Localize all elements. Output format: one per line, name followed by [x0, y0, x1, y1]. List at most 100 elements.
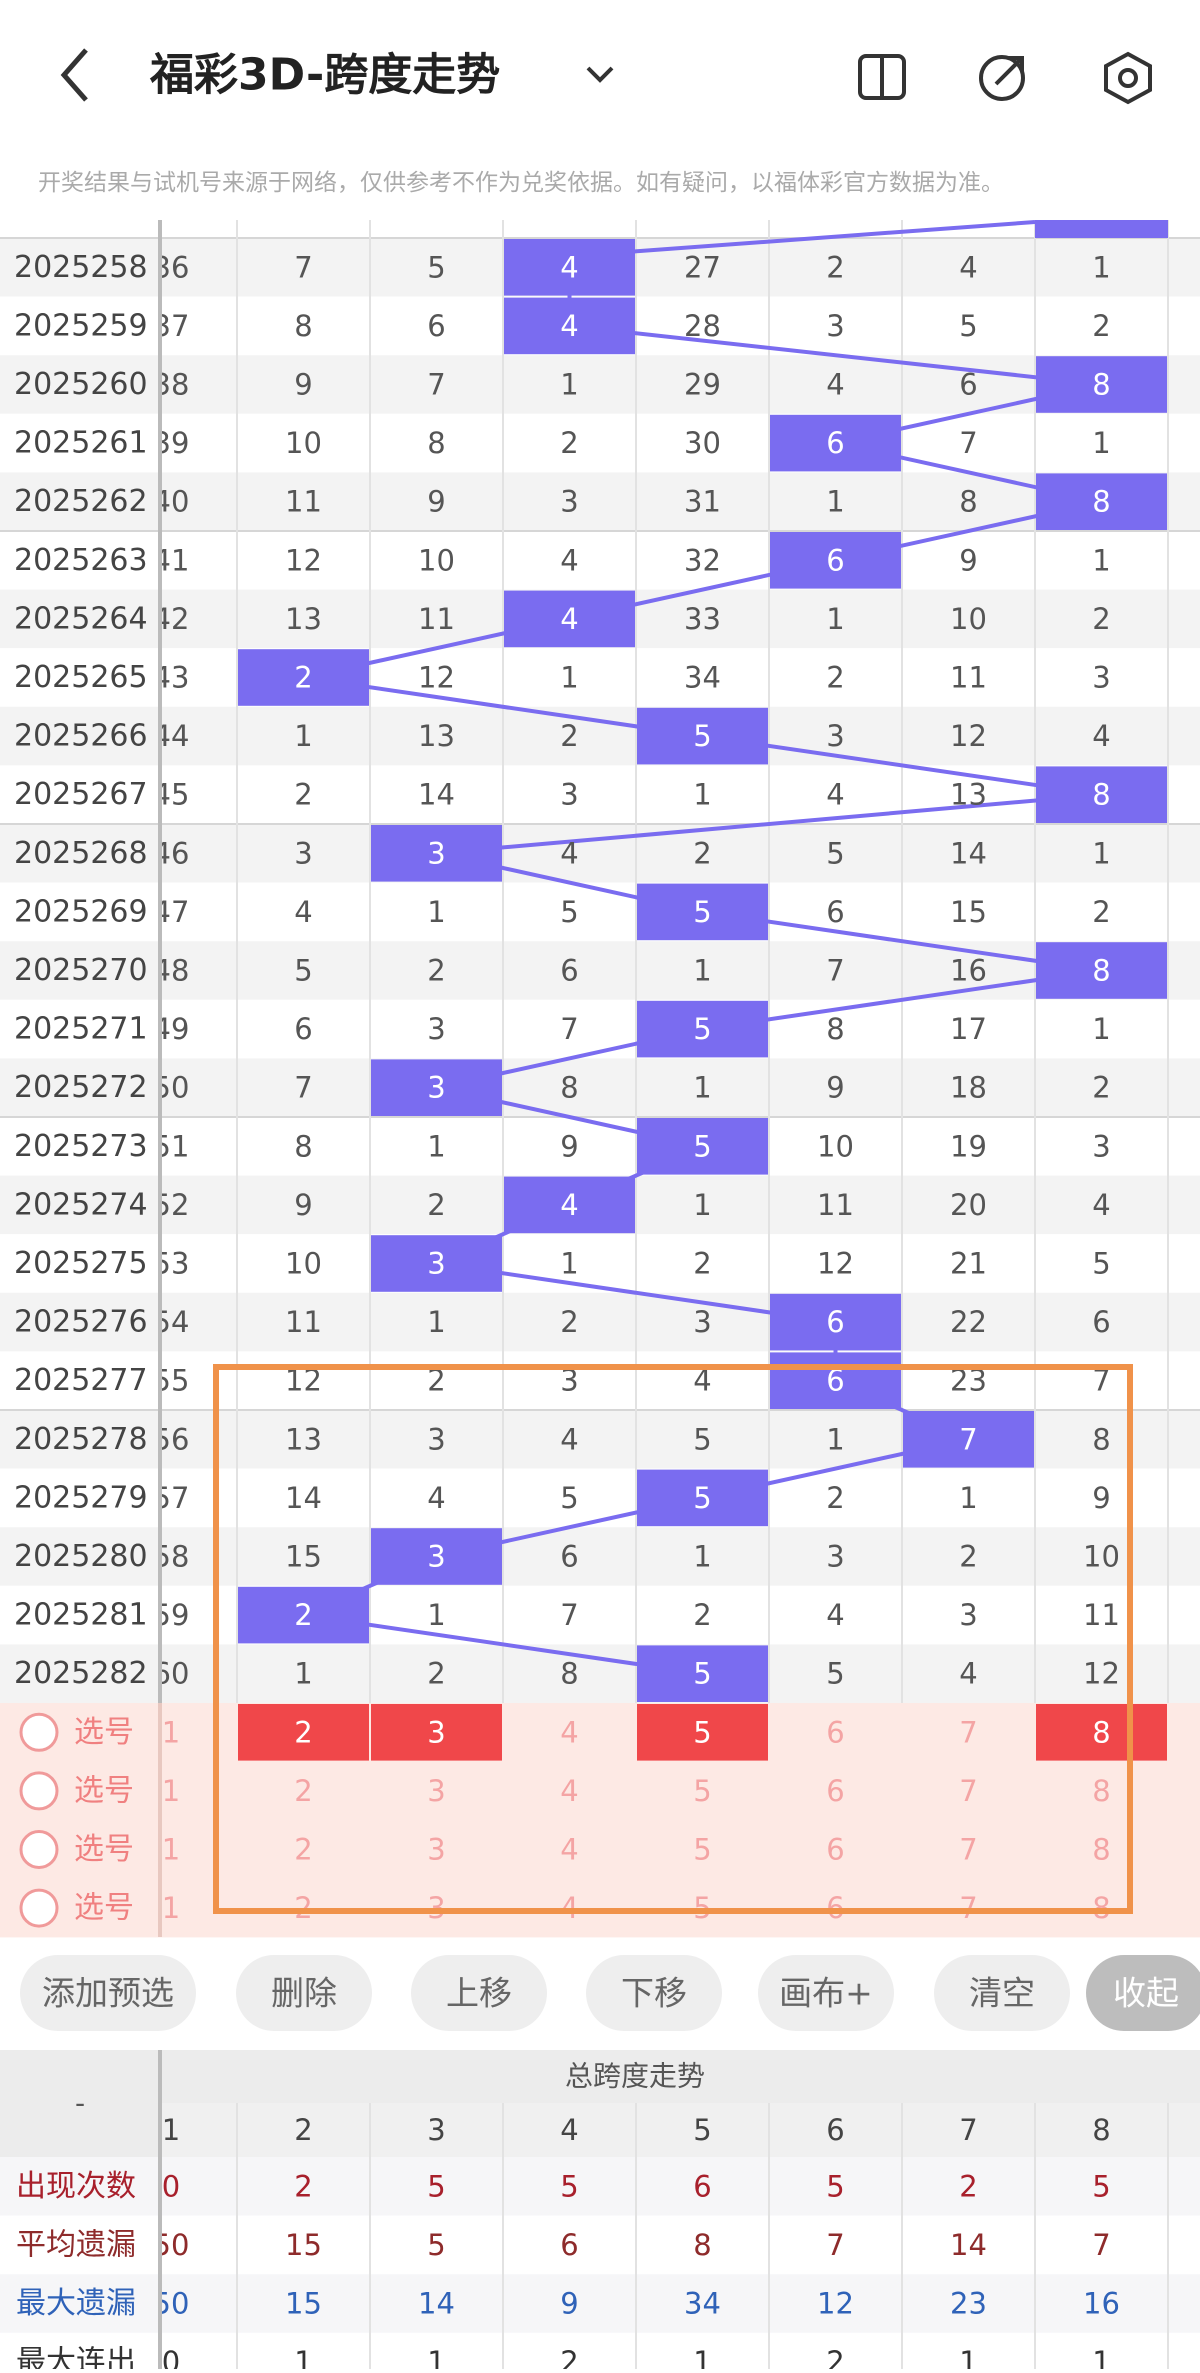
settings-icon[interactable]: [1104, 51, 1152, 105]
selected-number[interactable]: [238, 1704, 369, 1761]
device-icon[interactable]: [858, 54, 906, 100]
share-icon[interactable]: [979, 55, 1025, 101]
button-label[interactable]: 添加预选: [42, 1974, 174, 2013]
button-label[interactable]: 收起: [1113, 1974, 1179, 2013]
picker-number[interactable]: 6: [826, 1774, 844, 1808]
cell-value: 15: [950, 895, 987, 929]
stats-value: 2: [826, 2345, 844, 2369]
picker-number[interactable]: 1: [162, 1833, 180, 1867]
row-bg: [0, 706, 1200, 766]
picker-number[interactable]: 8: [1092, 1774, 1110, 1808]
picker-number[interactable]: 3: [427, 1715, 445, 1749]
action-button[interactable]: [758, 1955, 894, 2031]
cell-value: 44: [153, 719, 190, 753]
dropdown[interactable]: [586, 66, 614, 83]
stats-value: 14: [950, 2228, 987, 2262]
action-button[interactable]: [934, 1955, 1070, 2031]
select-checkbox[interactable]: [19, 1830, 59, 1869]
cell-value: 58: [153, 1540, 190, 1574]
cell-value: 5: [693, 1129, 711, 1163]
page-title: 福彩3D-跨度走势: [149, 50, 500, 101]
action-button[interactable]: [586, 1955, 722, 2031]
picker-number[interactable]: 1: [162, 1715, 180, 1749]
stats-value: 34: [684, 2287, 721, 2321]
action-button[interactable]: [411, 1955, 547, 2031]
selected-number[interactable]: [1036, 1704, 1167, 1761]
picker-number[interactable]: 1: [162, 1774, 180, 1808]
cell-value: 2: [294, 778, 312, 812]
cell-value: 27: [684, 250, 721, 284]
cell-value: 9: [427, 485, 445, 519]
row-bg: [0, 765, 1200, 824]
cell-value: 7: [959, 1422, 977, 1456]
button-label[interactable]: 画布+: [779, 1974, 873, 2013]
row-bg: [0, 413, 1200, 473]
cell-value: 36: [153, 250, 190, 284]
cell-value: 3: [560, 485, 578, 519]
cell-value: 8: [560, 1657, 578, 1691]
picker-number[interactable]: 4: [560, 1774, 578, 1808]
selected-number[interactable]: [371, 1704, 502, 1761]
stats-value: 1: [693, 2345, 711, 2369]
picker-bg: [0, 1703, 1200, 1938]
stats-column: 4: [560, 2113, 578, 2147]
picker-number[interactable]: 1: [162, 1891, 180, 1925]
cell-value: 10: [1083, 1540, 1120, 1574]
cell-value: 13: [285, 602, 322, 636]
picker-number[interactable]: 7: [959, 1715, 977, 1749]
stats-value: 1: [427, 2345, 445, 2369]
select-checkbox[interactable]: [19, 1771, 59, 1811]
stats-value: 50: [153, 2228, 190, 2262]
back-button[interactable]: [60, 48, 88, 102]
picker-number[interactable]: 6: [826, 1715, 844, 1749]
picker-number[interactable]: 5: [693, 1715, 711, 1749]
button-label[interactable]: 上移: [446, 1974, 512, 2013]
cell-value: 13: [950, 778, 987, 812]
cell-value: 11: [285, 1305, 322, 1339]
picker-number[interactable]: 3: [427, 1833, 445, 1867]
cell-value: 1: [693, 1188, 711, 1222]
picker-number[interactable]: 4: [560, 1715, 578, 1749]
cell-value: 18: [950, 1071, 987, 1105]
picker-number[interactable]: 8: [1092, 1715, 1110, 1749]
cell-value: 1: [1092, 1012, 1110, 1046]
cell-value: 8: [826, 1012, 844, 1046]
action-button[interactable]: [1086, 1955, 1200, 2031]
cell-value: 2: [427, 1364, 445, 1398]
stats-value: 2: [560, 2345, 578, 2369]
picker-number[interactable]: 3: [427, 1774, 445, 1808]
picker-number[interactable]: 7: [959, 1774, 977, 1808]
row-bg: [0, 1585, 1200, 1645]
cell-value: 5: [826, 1657, 844, 1691]
cell-value: 6: [427, 309, 445, 343]
picker-number[interactable]: 7: [959, 1833, 977, 1867]
button-label[interactable]: 清空: [969, 1974, 1035, 2013]
picker-number[interactable]: 4: [560, 1833, 578, 1867]
cell-value: 2: [560, 1305, 578, 1339]
button-label[interactable]: 删除: [271, 1974, 337, 2013]
cell-value: 8: [1092, 1422, 1110, 1456]
issue-number: 2025272: [14, 1070, 148, 1105]
picker-number[interactable]: 8: [1092, 1833, 1110, 1867]
hit-cell: [637, 1469, 768, 1527]
stats-column: 7: [959, 2113, 977, 2147]
cell-value: 53: [153, 1247, 190, 1281]
picker-number[interactable]: 2: [294, 1833, 312, 1867]
action-button[interactable]: [20, 1955, 196, 2031]
picker-number[interactable]: 2: [294, 1715, 312, 1749]
picker-number[interactable]: 6: [826, 1833, 844, 1867]
picker-number[interactable]: 5: [693, 1774, 711, 1808]
hit-cell: [504, 590, 635, 648]
stats-value: 14: [418, 2287, 455, 2321]
action-button[interactable]: [236, 1955, 372, 2031]
select-checkbox[interactable]: [19, 1712, 59, 1752]
selected-number[interactable]: [637, 1704, 768, 1761]
picker-number[interactable]: 2: [294, 1774, 312, 1808]
cell-value: 9: [959, 543, 977, 577]
select-checkbox[interactable]: [19, 1888, 59, 1928]
picker-number[interactable]: 5: [693, 1833, 711, 1867]
row-bg: [0, 999, 1200, 1059]
button-label[interactable]: 下移: [621, 1974, 687, 2013]
issue-number: 2025265: [14, 660, 148, 695]
hit-cell: [238, 1586, 369, 1644]
